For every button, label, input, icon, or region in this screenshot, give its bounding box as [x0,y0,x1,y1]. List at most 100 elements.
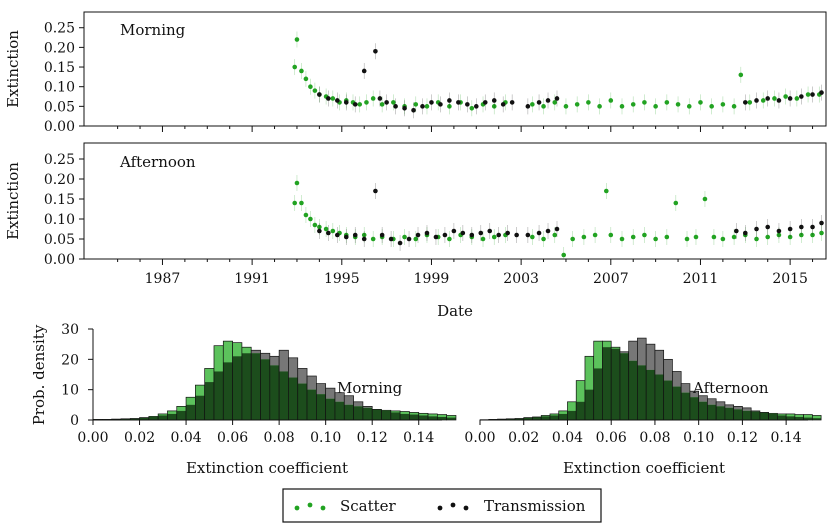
legend-transmission-swatch [437,502,469,511]
h2-bar-overlap-23 [681,392,690,420]
ts2-point-0-0 [292,200,298,206]
ts2-point-0-50 [776,232,782,238]
ts2-point-0-46 [731,234,737,240]
h1-bar-overlap-22 [297,383,308,420]
legend-scatter-label: Scatter [340,497,397,515]
h2-xtick-label-3: 0.06 [596,430,627,446]
h1-ytick-label-2: 20 [61,352,79,368]
ts2-ytick-label-5: 0.25 [44,152,75,168]
ts1-point-0-4 [308,84,313,89]
ts2-point-0-49 [765,234,771,240]
h2-bar-scatter-11 [576,380,585,420]
ts2-point-1-17 [469,232,475,238]
h1-bar-overlap-13 [213,371,224,420]
h1-bar-overlap-9 [176,410,187,420]
h2-bar-overlap-7 [541,416,550,420]
h1-bar-overlap-21 [288,377,298,420]
ts2-point-0-37 [642,232,647,238]
h2-bar-overlap-37 [803,417,813,420]
h1-bar-overlap-36 [428,416,438,420]
h2-bar-overlap-19 [646,369,655,420]
ts1-point-0-3 [303,76,309,82]
ts1-point-1-20 [491,98,497,103]
h2-bar-overlap-36 [794,416,804,420]
ts1-point-0-14 [370,96,376,101]
ts1-point-0-45 [731,104,737,109]
afternoon-axes-frame [83,142,827,260]
ts1-point-1-0 [317,92,322,97]
ts2-point-0-17 [413,236,419,242]
h2-bar-overlap-9 [558,413,568,420]
ts2-point-0-42 [693,234,699,240]
ts1-point-0-46 [738,72,744,78]
h2-bar-overlap-18 [637,365,647,420]
h1-bar-overlap-25 [325,398,335,420]
h2-xtick-label-0: 0.00 [464,430,495,446]
h1-bar-overlap-34 [409,414,419,420]
ts2-point-0-40 [673,200,679,206]
ts1-point-1-1 [326,96,331,101]
ts1-point-1-6 [373,49,378,54]
ts1-point-0-18 [413,102,419,107]
ts2-xtick-label-1: 1991 [234,271,270,287]
h1-bar-overlap-7 [158,415,168,420]
ts2-point-0-7 [323,226,329,232]
h1-bar-overlap-14 [223,362,233,420]
ts2-point-0-32 [592,232,598,238]
h2-bar-overlap-22 [672,386,682,420]
h2-bar-overlap-10 [567,410,577,420]
ts2-point-1-29 [754,226,759,232]
ts1-point-0-51 [794,96,800,101]
ts2-point-1-22 [514,232,519,238]
h1-bar-overlap-26 [334,401,345,420]
ts1-point-1-30 [776,98,782,103]
ts2-point-0-33 [604,188,609,194]
morning-histogram-x-axis-label: Extinction coefficient [186,459,348,477]
ts1-point-1-15 [447,98,452,103]
ts2-point-0-51 [787,234,793,240]
ts2-point-1-25 [545,228,551,234]
ts2-point-1-0 [317,228,322,234]
ts1-point-0-47 [747,100,753,105]
ts2-point-1-11 [415,232,421,238]
legend-scatter-swatch [294,502,326,511]
ts1-point-1-21 [500,102,506,107]
ts2-point-1-3 [343,234,349,240]
ts1-point-0-48 [760,98,766,103]
ts2-xtick-label-5: 2007 [593,271,629,287]
ts2-point-0-38 [653,236,658,242]
ts2-point-1-16 [460,230,466,236]
h2-bar-overlap-11 [576,401,585,420]
h2-bar-overlap-16 [619,353,629,420]
h2-bar-overlap-12 [584,389,594,420]
ts1-point-0-38 [653,104,658,109]
h1-bar-overlap-4 [130,418,140,420]
h1-bar-overlap-3 [120,418,131,420]
ts2-point-1-2 [335,232,340,238]
h2-bar-overlap-32 [759,412,769,420]
morning-y-axis-label: Extinction [4,30,22,108]
afternoon-histogram-x-axis-label: Extinction coefficient [563,459,725,477]
h2-xtick-label-7: 0.14 [771,430,802,446]
ts2-point-1-21 [505,230,510,236]
h1-bar-overlap-32 [390,412,401,420]
ts2-point-1-6 [373,188,378,194]
ts2-point-0-29 [561,252,567,258]
h2-bar-overlap-3 [506,418,515,420]
h2-bar-overlap-38 [812,418,822,420]
h2-bar-overlap-34 [777,415,787,420]
ts1-point-0-33 [597,104,602,109]
legend-transmission-label: Transmission [484,497,586,515]
ts2-point-0-12 [361,232,367,238]
ts1-point-1-24 [536,100,542,105]
ts1-point-0-23 [469,106,475,111]
ts1-point-1-8 [384,100,389,105]
ts2-xtick-label-0: 1987 [145,271,181,287]
ts2-point-1-34 [810,224,815,230]
afternoon-x-ticks: 1987 1991 1995 1999 2003 2007 2011 2015 [117,259,814,287]
ts1-point-1-19 [482,100,488,105]
ts1-point-1-11 [411,107,416,113]
ts1-point-0-32 [586,100,591,105]
h1-bar-outline-38 [446,415,457,421]
ts1-point-1-18 [473,104,479,109]
